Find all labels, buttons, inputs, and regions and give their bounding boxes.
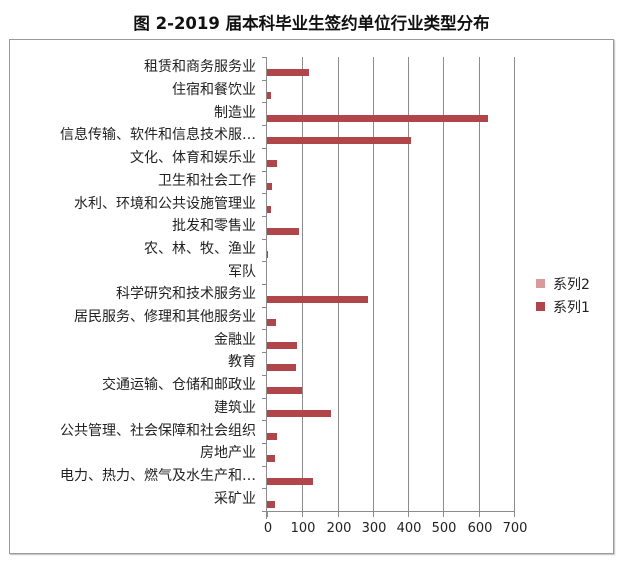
category-label: 电力、热力、燃气及水生产和…	[60, 468, 256, 484]
y-tick	[262, 284, 267, 285]
y-tick	[262, 239, 267, 240]
bar-series1	[267, 160, 277, 167]
legend-item-series1: 系列1	[536, 295, 590, 318]
x-tick	[514, 511, 515, 517]
x-tick	[443, 511, 444, 517]
x-tick-label: 300	[361, 521, 387, 536]
bar-series1	[267, 137, 411, 144]
y-tick	[262, 102, 267, 103]
bar-series1	[267, 501, 275, 508]
x-tick	[302, 511, 303, 517]
gridline	[302, 57, 303, 511]
x-tick-label: 200	[326, 521, 352, 536]
gridline	[408, 57, 409, 511]
x-tick-label: 0	[263, 521, 273, 536]
bar-series1	[267, 319, 276, 326]
y-tick	[262, 352, 267, 353]
category-label: 住宿和餐饮业	[172, 82, 256, 98]
x-tick-label: 600	[467, 521, 493, 536]
bar-series1	[267, 296, 368, 303]
category-label: 农、林、牧、渔业	[144, 241, 256, 257]
bar-series1	[267, 115, 488, 122]
y-tick	[262, 171, 267, 172]
y-tick	[262, 148, 267, 149]
category-label: 信息传输、软件和信息技术服…	[60, 127, 256, 143]
y-tick	[262, 329, 267, 330]
x-tick	[267, 511, 268, 517]
y-tick	[262, 125, 267, 126]
gridline	[338, 57, 339, 511]
x-tick-label: 400	[396, 521, 422, 536]
legend: 系列2 系列1	[536, 272, 590, 318]
legend-item-series2: 系列2	[536, 272, 590, 295]
x-tick	[373, 511, 374, 517]
y-tick	[262, 80, 267, 81]
category-label: 科学研究和技术服务业	[116, 286, 256, 302]
y-tick	[262, 511, 267, 512]
bar-series1	[267, 455, 275, 462]
bar-series1	[267, 342, 297, 349]
y-tick	[262, 57, 267, 58]
bar-series1	[267, 92, 271, 99]
category-label: 卫生和社会工作	[158, 173, 256, 189]
bar-series1	[267, 410, 331, 417]
category-label: 文化、体育和娱乐业	[130, 150, 256, 166]
x-tick	[408, 511, 409, 517]
y-tick	[262, 420, 267, 421]
x-tick	[479, 511, 480, 517]
bar-series1	[267, 206, 271, 213]
category-label: 军队	[228, 264, 256, 280]
y-tick	[262, 488, 267, 489]
y-tick	[262, 466, 267, 467]
x-tick-label: 500	[431, 521, 457, 536]
gridline	[443, 57, 444, 511]
category-label: 房地产业	[200, 445, 256, 461]
bar-series1	[267, 478, 313, 485]
bar-series1	[267, 387, 302, 394]
legend-label: 系列2	[553, 276, 590, 293]
category-label: 租赁和商务服务业	[144, 59, 256, 75]
category-label: 金融业	[214, 332, 256, 348]
y-tick	[262, 398, 267, 399]
bar-series1	[267, 228, 299, 235]
gridline	[514, 57, 515, 511]
gridline	[373, 57, 374, 511]
bar-series1	[267, 69, 309, 76]
y-tick	[262, 193, 267, 194]
x-axis	[262, 511, 514, 512]
legend-label: 系列1	[553, 299, 590, 316]
legend-swatch-icon	[536, 279, 545, 288]
x-tick-label: 100	[290, 521, 316, 536]
bar-series1	[267, 364, 296, 371]
y-tick	[262, 307, 267, 308]
category-label: 水利、环境和公共设施管理业	[74, 196, 256, 212]
category-label: 制造业	[214, 105, 256, 121]
y-tick	[262, 261, 267, 262]
gridline	[479, 57, 480, 511]
bar-series1	[267, 251, 268, 258]
x-tick-label: 700	[502, 521, 528, 536]
y-tick	[262, 216, 267, 217]
y-axis	[266, 57, 267, 519]
category-label: 采矿业	[214, 491, 256, 507]
y-tick	[262, 375, 267, 376]
chart-title: 图 2-2019 届本科毕业生签约单位行业类型分布	[133, 14, 490, 33]
category-label: 交通运输、仓储和邮政业	[102, 377, 256, 393]
category-label: 建筑业	[214, 400, 256, 416]
legend-swatch-icon	[536, 302, 545, 311]
category-label: 公共管理、社会保障和社会组织	[60, 423, 256, 439]
category-label: 居民服务、修理和其他服务业	[74, 309, 256, 325]
bar-series1	[267, 433, 277, 440]
y-tick	[262, 443, 267, 444]
category-label: 教育	[228, 354, 256, 370]
x-tick	[338, 511, 339, 517]
category-label: 批发和零售业	[172, 218, 256, 234]
bar-series1	[267, 183, 272, 190]
